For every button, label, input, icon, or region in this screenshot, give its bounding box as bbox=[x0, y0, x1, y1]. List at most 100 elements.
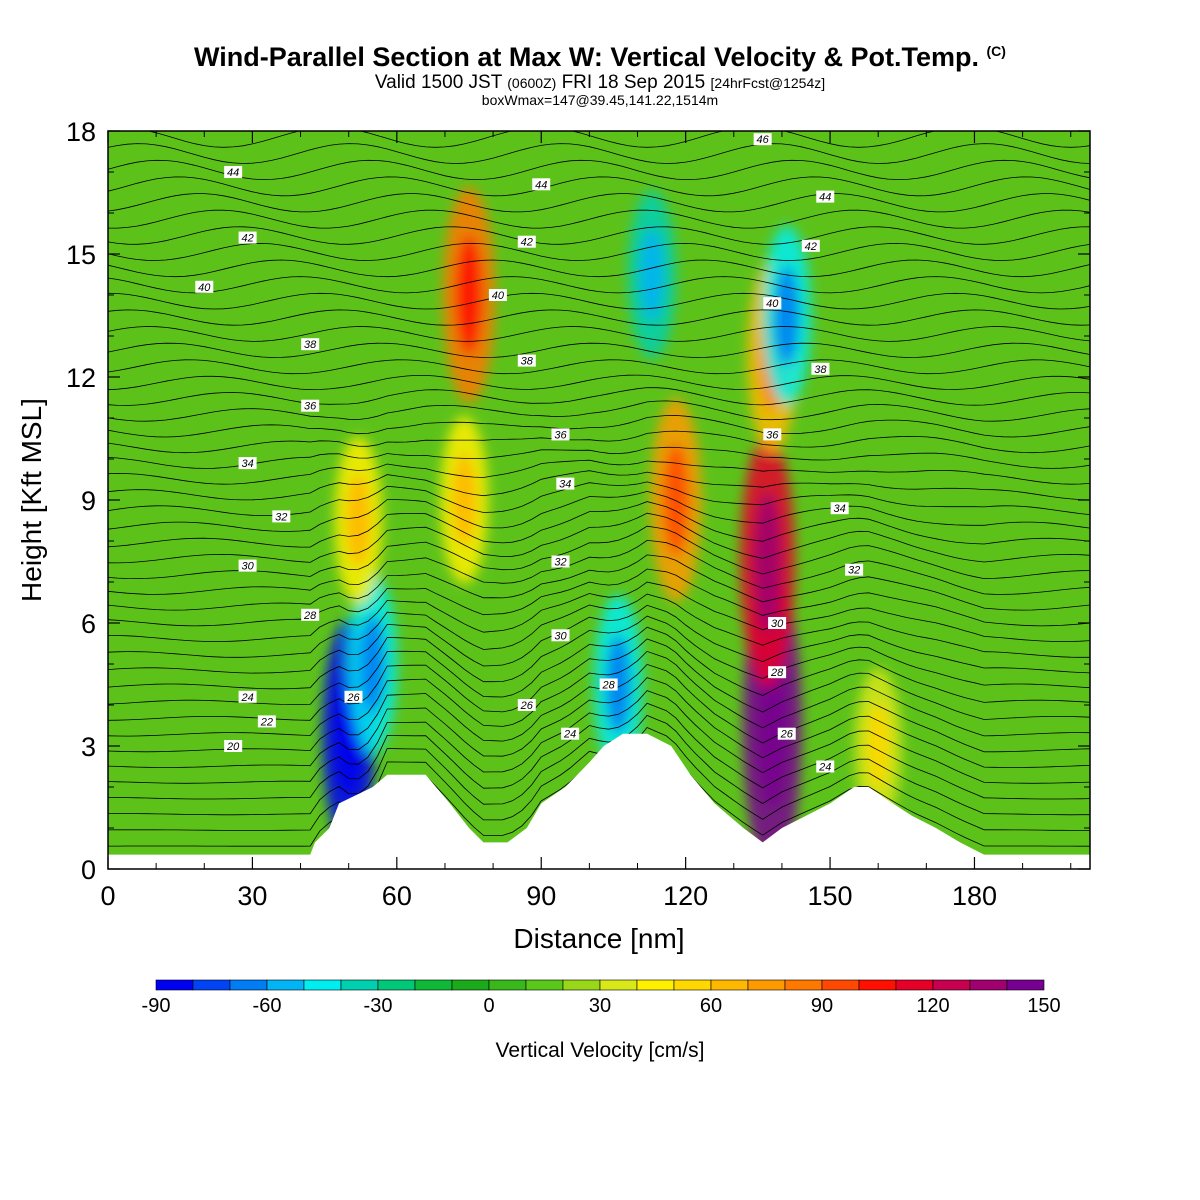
contour-label-bg bbox=[816, 190, 835, 203]
colorbar-tick-label: 30 bbox=[589, 995, 611, 1017]
potential-temperature-contours bbox=[108, 131, 1090, 847]
colorbar-swatch bbox=[784, 979, 823, 991]
contour-label-text: 24 bbox=[563, 729, 576, 741]
copyright-mark: (C) bbox=[986, 43, 1006, 59]
theta-contour bbox=[192, 131, 1062, 132]
contour-label-text: 40 bbox=[198, 282, 211, 294]
contour-label-bg bbox=[238, 457, 257, 470]
contour-label: 38 bbox=[811, 362, 830, 376]
theta-contour bbox=[108, 259, 1090, 278]
colorbar-swatch bbox=[229, 979, 268, 991]
x-tick-label: 120 bbox=[663, 881, 708, 911]
x-tick-label: 60 bbox=[382, 881, 412, 911]
theta-contour bbox=[108, 242, 1090, 261]
contour-label-bg bbox=[551, 555, 570, 568]
contour-label-text: 34 bbox=[241, 458, 253, 470]
contour-label-text: 30 bbox=[771, 618, 784, 630]
terrain-mask bbox=[108, 733, 1090, 869]
colorbar-swatch bbox=[599, 979, 638, 991]
contour-label-text: 30 bbox=[554, 630, 567, 642]
theta-contour bbox=[108, 209, 1090, 229]
contour-label: 44 bbox=[816, 190, 835, 204]
theta-contour bbox=[108, 326, 1090, 342]
velocity-cell-core bbox=[456, 235, 483, 355]
theta-contour bbox=[108, 490, 1090, 532]
contour-label-text: 28 bbox=[602, 680, 616, 692]
y-axis-title: Height [Kft MSL] bbox=[16, 398, 47, 602]
colorbar-tick-label: 0 bbox=[483, 995, 494, 1017]
velocity-cell-core bbox=[753, 492, 782, 631]
contour-label: 44 bbox=[532, 178, 551, 191]
contour-label: 30 bbox=[768, 617, 787, 630]
colorbar-tick-label: -30 bbox=[364, 995, 393, 1017]
y-tick-label: 6 bbox=[81, 609, 96, 639]
contour-label-bg bbox=[224, 166, 243, 178]
contour-label-text: 26 bbox=[780, 729, 794, 741]
contour-label-bg bbox=[811, 362, 830, 375]
colorbar-swatch bbox=[377, 979, 416, 991]
contour-label-bg bbox=[801, 239, 820, 252]
contour-label-text: 26 bbox=[520, 700, 534, 712]
x-axis: 0 30 60 90 120 150 180 bbox=[100, 131, 1072, 911]
theta-contour bbox=[108, 554, 1090, 611]
contour-label-bg bbox=[753, 133, 772, 146]
contour-label: 26 bbox=[777, 727, 796, 741]
colorbar-swatch bbox=[821, 979, 860, 991]
contour-label-text: 28 bbox=[303, 610, 317, 622]
contour-label-text: 42 bbox=[241, 233, 253, 245]
y-tick-label: 15 bbox=[66, 240, 96, 270]
contour-label-bg bbox=[768, 617, 787, 629]
contour-label-bg bbox=[195, 280, 214, 293]
theta-contour bbox=[108, 663, 1090, 753]
colorbar-swatch bbox=[747, 979, 786, 991]
theta-contour bbox=[108, 501, 1090, 548]
contour-label-text: 32 bbox=[554, 557, 566, 569]
contour-label-bg bbox=[763, 297, 782, 310]
contour-label: 44 bbox=[224, 166, 243, 179]
x-tick-label: 0 bbox=[100, 881, 115, 911]
contour-label: 40 bbox=[195, 280, 214, 294]
contour-label-text: 38 bbox=[304, 339, 317, 351]
contour-label: 26 bbox=[517, 699, 536, 712]
contour-labels: 44 42 40 38 36 34 32 30 28 24 22 20 26 44 42 40 38 36 34 32… bbox=[195, 133, 864, 774]
forecast-info: [24hrFcst@1254z] bbox=[710, 75, 826, 91]
theta-contour bbox=[108, 400, 1090, 422]
contour-label-text: 34 bbox=[559, 479, 571, 491]
colorbar-swatch bbox=[969, 979, 1008, 991]
contour-label: 26 bbox=[344, 690, 363, 704]
colorbar-title: Vertical Velocity [cm/s] bbox=[496, 1039, 705, 1062]
contour-label-text: 42 bbox=[805, 241, 817, 253]
contour-label-text: 40 bbox=[766, 298, 779, 310]
theta-contour bbox=[108, 193, 1090, 213]
velocity-cell-core bbox=[360, 614, 386, 714]
theta-contour bbox=[108, 604, 1090, 674]
colorbar-tick-label: 120 bbox=[916, 995, 949, 1017]
contour-label-bg bbox=[551, 428, 570, 441]
contour-label-bg bbox=[551, 629, 570, 642]
theta-contour bbox=[108, 309, 1090, 326]
contour-label: 28 bbox=[768, 666, 787, 679]
contour-label-text: 30 bbox=[241, 561, 254, 573]
colorbar-swatch bbox=[488, 979, 527, 991]
theta-contour bbox=[108, 143, 1090, 164]
theta-contour bbox=[108, 481, 1090, 516]
contour-label-text: 44 bbox=[535, 179, 547, 191]
contour-label: 36 bbox=[301, 399, 320, 413]
theta-contour bbox=[108, 702, 1090, 800]
colorbar-swatch bbox=[858, 979, 897, 991]
contour-label-text: 42 bbox=[521, 237, 533, 249]
colorbar-swatch bbox=[155, 979, 194, 991]
colorbar-swatch bbox=[710, 979, 749, 991]
contour-label: 22 bbox=[257, 715, 276, 728]
contour-label: 28 bbox=[599, 678, 618, 692]
contour-label-bg bbox=[532, 178, 551, 191]
theta-contour bbox=[108, 446, 1090, 469]
theta-contour bbox=[108, 626, 1090, 706]
colorbar-swatch bbox=[414, 979, 453, 991]
box-wmax-info: boxWmax=147@39.45,141.22,1514m bbox=[481, 92, 719, 108]
contour-label-bg bbox=[517, 699, 536, 711]
colorbar-tick-label: 90 bbox=[811, 995, 833, 1017]
x-axis-title: Distance [nm] bbox=[513, 923, 684, 954]
theta-contour bbox=[108, 159, 1090, 181]
colorbar-swatch bbox=[303, 979, 342, 991]
